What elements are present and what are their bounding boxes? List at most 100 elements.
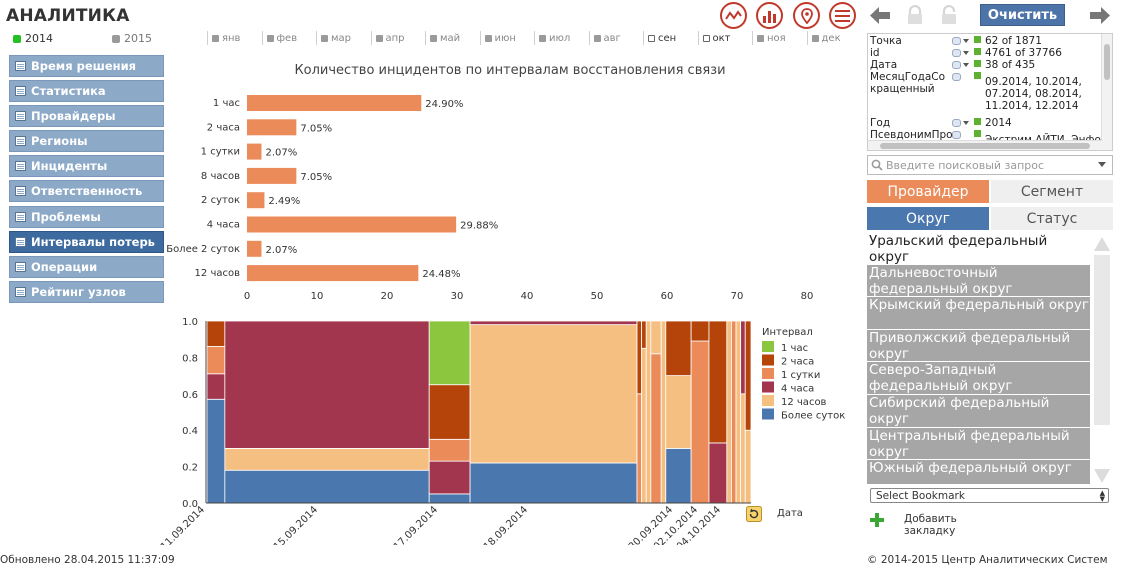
sidebar-item-incidents[interactable]: Инциденты [9,155,164,178]
year-2014[interactable]: 2014 [13,32,53,45]
back-arrow-icon[interactable] [870,7,890,28]
sidebar-item-label: Время решения [31,59,137,73]
sidebar-item-problems[interactable]: Проблемы [9,205,164,228]
sidebar-item-operations[interactable]: Операции [9,255,164,278]
selection-tools[interactable] [952,60,970,69]
selection-status-icon [974,60,981,67]
y-tick-label: 1.0 [182,317,198,328]
line-chart-icon[interactable] [720,2,747,29]
mekko-segment [428,320,471,386]
mekko-segment [708,320,728,444]
tab-provider[interactable]: Провайдер [867,180,989,203]
bookmark-select[interactable]: Select Bookmark ▲ ▼ [870,488,1109,503]
lock-icon[interactable] [906,4,924,29]
tab-district[interactable]: Округ [867,207,989,230]
mekko-segment [740,393,746,504]
sheet-icon [15,161,26,172]
bar-value-label: 24.48% [422,269,460,280]
sidebar-item-responsibility[interactable]: Ответственность [9,180,164,203]
list-item[interactable]: Северо-Западный федеральный округ [867,362,1090,395]
scroll-thumb[interactable] [1094,255,1110,425]
unlock-icon[interactable] [940,4,958,29]
list-item[interactable]: Дальневосточный федеральный округ [867,265,1090,297]
legend-swatch [762,395,774,406]
legend-swatch [762,368,774,379]
month-jun[interactable]: июн [479,31,535,45]
tab-status[interactable]: Статус [991,207,1113,230]
scroll-down-icon[interactable] [1094,469,1110,483]
sidebar-item-label: Провайдеры [31,109,116,124]
scroll-thumb[interactable] [880,143,1090,149]
search-dropdown-icon[interactable] [1098,162,1106,167]
year-label: 2015 [124,32,152,45]
year-2015[interactable]: 2015 [112,32,152,45]
month-nov[interactable]: ноя [752,31,807,45]
district-scrollbar[interactable] [1093,233,1111,485]
scroll-up-icon[interactable] [1094,237,1110,251]
menu-icon[interactable] [829,2,856,29]
selection-tools[interactable] [952,72,970,81]
charts-canvas: 1 час 24.90% 2 часа 7.05% 1 сутки 2.07% 8 часо… [159,95,845,545]
list-item[interactable]: Центральный федеральный округ [867,428,1090,460]
sidebar-item-resolution-time[interactable]: Время решения [9,55,164,77]
current-selections: Точка 62 of 1871 id 4761 of 37766 Дата 3… [867,33,1113,151]
bar-value-label: 24.90% [425,99,463,110]
list-item[interactable]: Приволжский федеральный округ [867,330,1090,362]
clear-button[interactable]: Очистить [980,4,1065,26]
mekko-segment [224,469,430,504]
month-oct[interactable]: окт [697,31,753,45]
selection-tools[interactable] [952,48,970,57]
selection-tools[interactable] [952,130,970,139]
sheet-icon [15,111,26,122]
month-jan[interactable]: янв [207,31,262,45]
month-sep[interactable]: сен [643,31,698,45]
list-item[interactable]: Южный федеральный округ [867,460,1090,485]
refresh-icon[interactable] [746,506,762,526]
month-filter: янв фев мар апр май июн июл авг сен окт … [207,31,861,45]
selection-tools[interactable] [952,118,970,127]
plus-icon[interactable] [870,512,884,527]
month-aug[interactable]: авг [588,31,644,45]
legend-swatch [762,354,774,366]
month-feb[interactable]: фев [261,31,317,45]
list-item[interactable]: Уральский федеральный округ [867,233,1090,265]
sidebar-item-loss-intervals[interactable]: Интервалы потерь [9,230,164,253]
sidebar-item-providers[interactable]: Провайдеры [9,105,164,128]
map-pin-icon[interactable] [793,2,820,29]
selection-value: 62 of 1871 [985,35,1042,47]
y-tick-label: 0.2 [182,463,198,474]
sidebar-item-node-rating[interactable]: Рейтинг узлов [9,280,164,303]
selection-tools[interactable] [952,36,970,45]
forward-arrow-icon[interactable] [1090,7,1110,28]
tab-segment[interactable]: Сегмент [991,180,1113,203]
bar [247,119,297,136]
month-mar[interactable]: мар [316,31,371,45]
bar [247,265,419,282]
month-jul[interactable]: июл [534,31,589,45]
edit-icon [952,49,961,57]
mekko-segment [665,375,692,449]
month-checkbox [484,34,492,42]
month-checkbox [266,34,274,42]
month-label: янв [222,32,241,44]
list-item[interactable]: Крымский федеральный округ [867,297,1090,330]
list-item[interactable]: Сибирский федеральный округ [867,395,1090,428]
month-may[interactable]: май [425,31,480,45]
legend-label: 12 часов [781,397,827,408]
x-tick-label: 80 [801,291,814,302]
scroll-thumb[interactable] [1104,44,1110,80]
bar-category-label: Более 2 суток [166,244,240,255]
horizontal-scrollbar[interactable] [868,140,1102,150]
search-input[interactable]: Введите поисковый запрос [867,155,1113,175]
month-dec[interactable]: дек [806,31,862,45]
bar [247,216,457,233]
sidebar-item-statistics[interactable]: Статистика [9,80,164,103]
month-apr[interactable]: апр [370,31,426,45]
legend-label: Более суток [781,411,845,422]
legend-swatch [762,381,774,393]
sidebar-item-regions[interactable]: Регионы [9,130,164,153]
vertical-scrollbar[interactable] [1101,34,1112,150]
mekko-segment [428,438,471,462]
add-bookmark-button[interactable]: Добавить закладку [904,513,957,537]
bar-chart-icon[interactable] [756,2,783,29]
